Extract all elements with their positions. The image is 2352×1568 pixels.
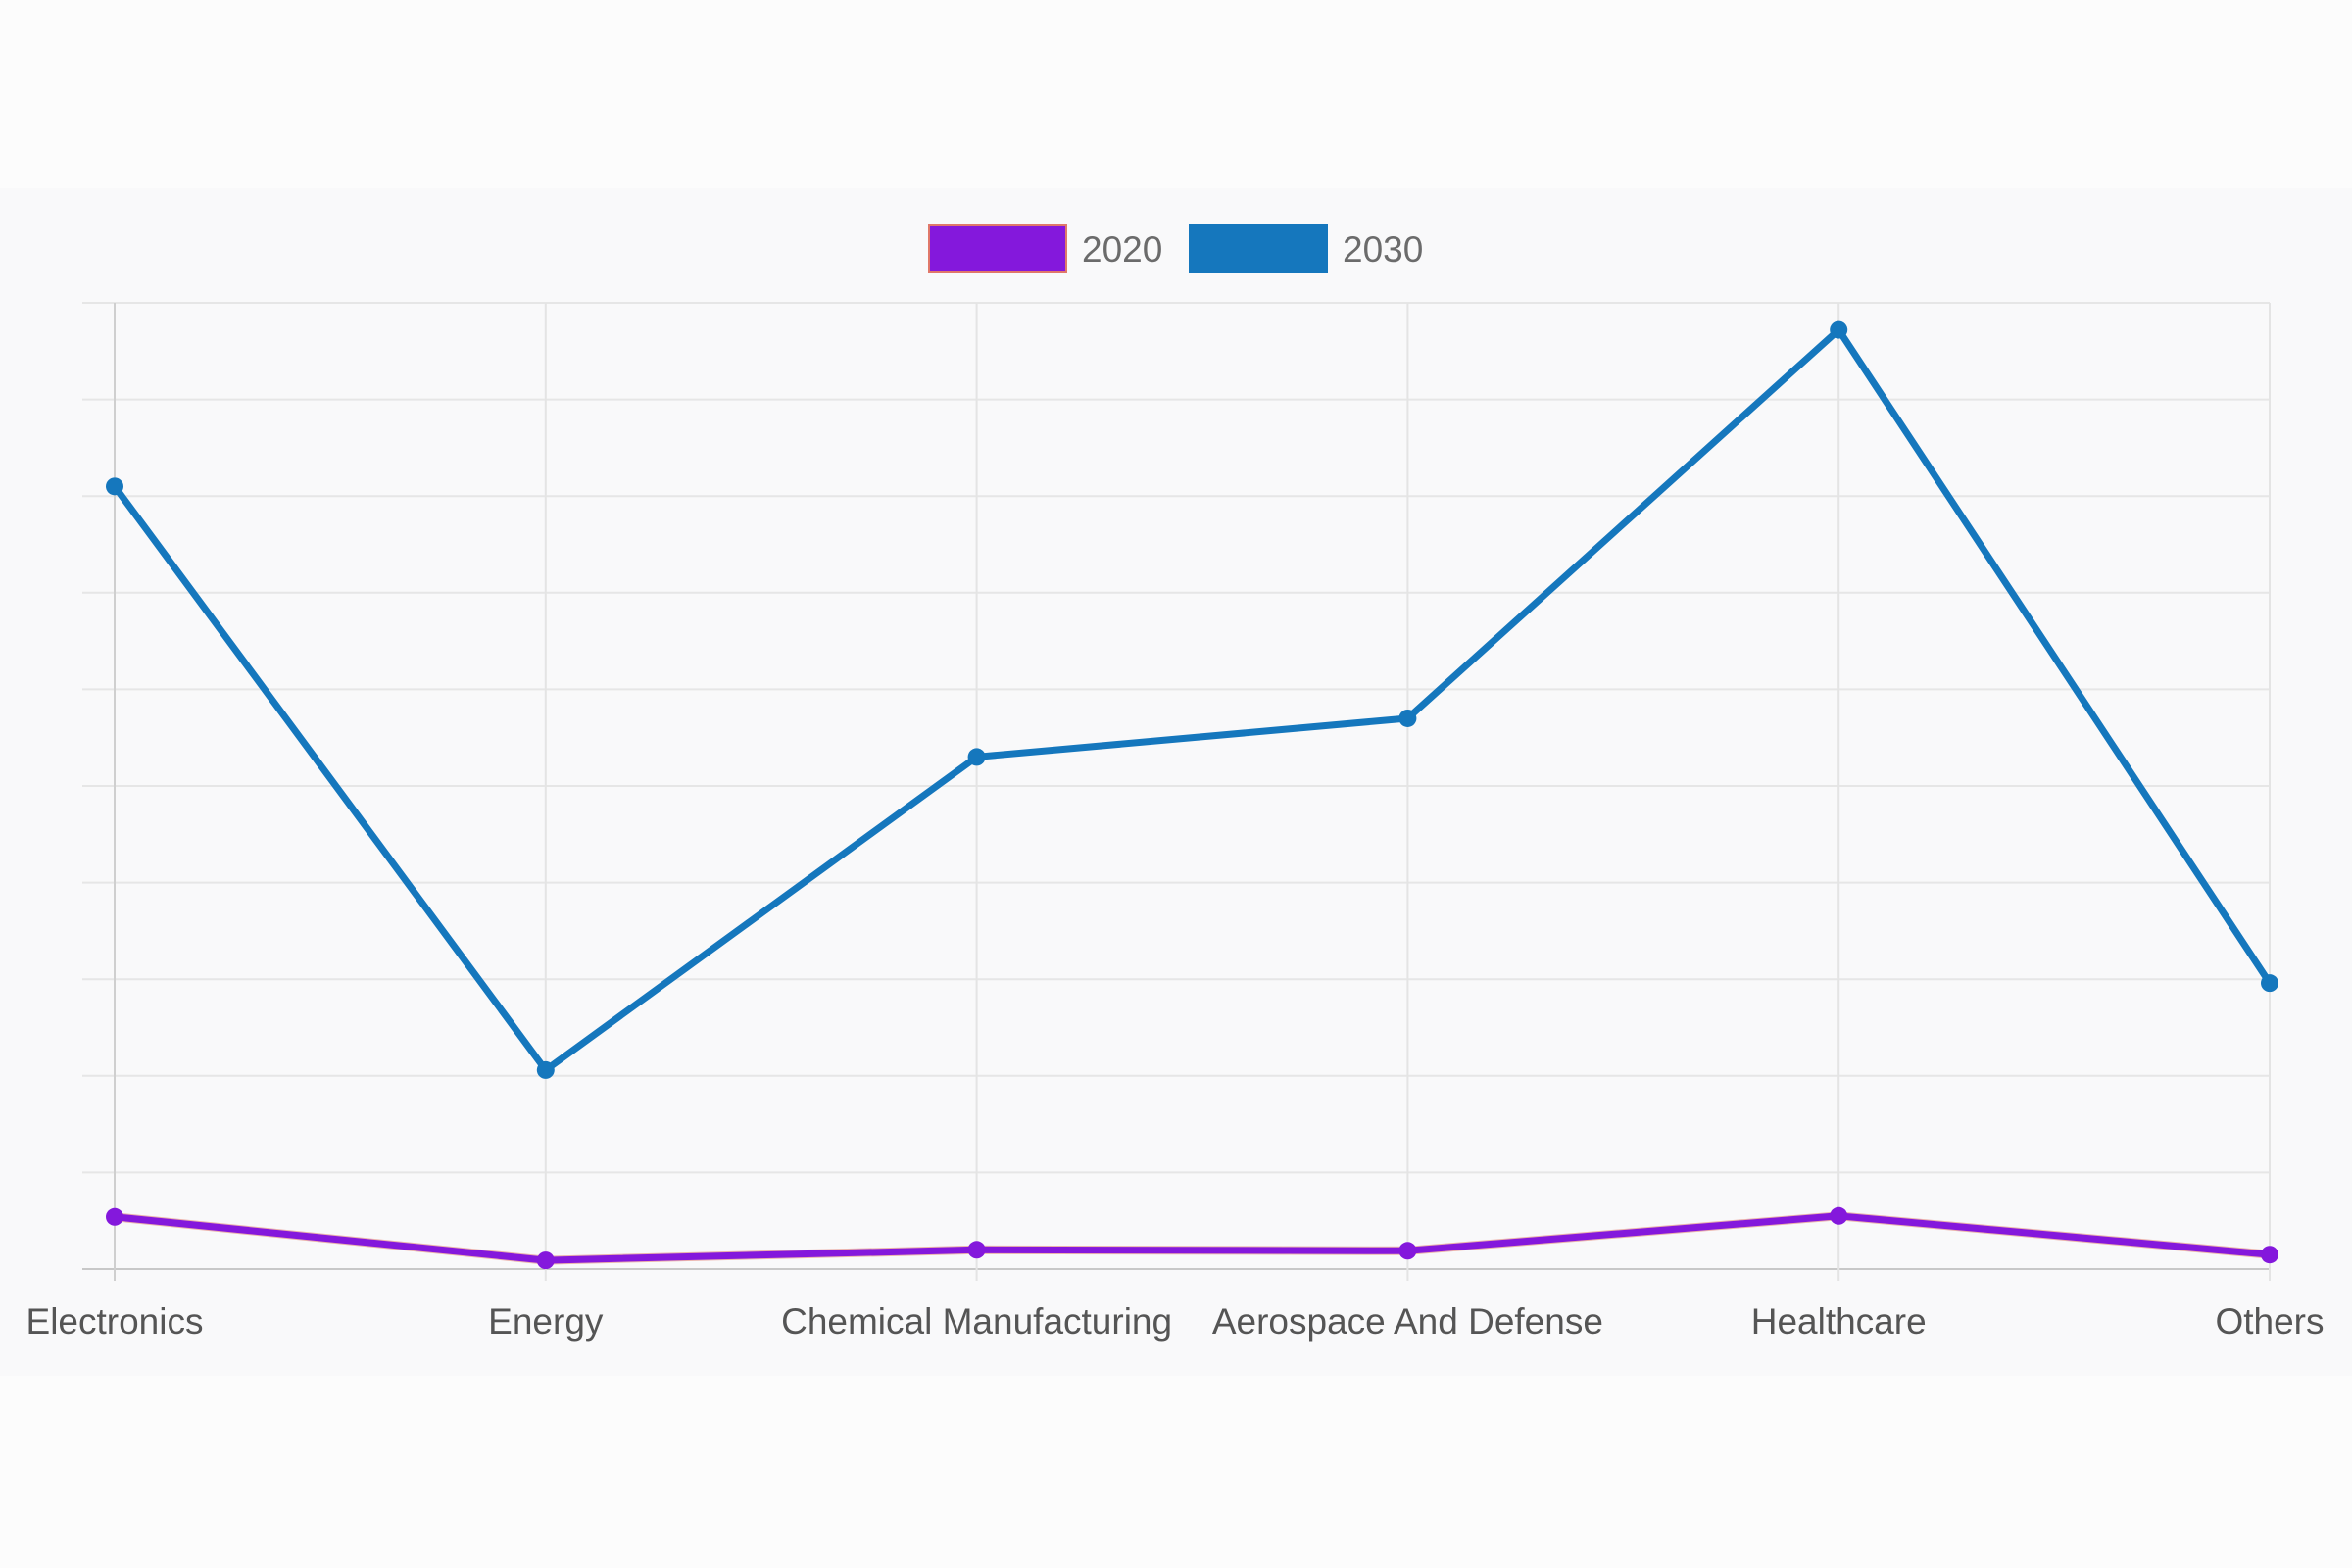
legend-swatch [1189,224,1328,273]
series-2020 [106,1206,2278,1270]
chart-grid [82,302,2271,1281]
data-point[interactable] [106,1207,123,1226]
data-point[interactable] [2261,974,2278,993]
legend-label: 2020 [1082,229,1162,270]
data-point[interactable] [967,1241,986,1259]
series-line [111,1212,2274,1264]
x-tick-label: Electronics [26,1301,204,1342]
legend-item-2020[interactable]: 2020 [928,224,1162,273]
legend-item-2030[interactable]: 2030 [1189,224,1423,273]
data-point[interactable] [2261,1246,2278,1264]
x-tick-label: Others [2215,1301,2324,1342]
data-point[interactable] [1830,1206,1848,1225]
legend: 2020 2030 [928,224,1423,273]
data-point[interactable] [1830,320,1848,339]
series-2030 [106,320,2278,1079]
chart-panel [0,188,2352,1376]
x-tick-label: Energy [488,1301,604,1342]
data-point[interactable] [536,1060,555,1079]
x-tick-label: Healthcare [1751,1301,1927,1342]
x-axis: Electronics Energy Chemical Manufacturing A… [26,1301,2325,1342]
legend-label: 2030 [1343,229,1423,270]
data-point[interactable] [1398,709,1417,727]
data-point[interactable] [967,748,986,766]
data-point[interactable] [1398,1242,1417,1260]
data-point[interactable] [536,1251,555,1270]
series-layer [106,320,2278,1270]
x-tick-label: Chemical Manufacturing [781,1301,1172,1342]
series-line [111,326,2274,1074]
data-point[interactable] [106,477,123,496]
x-tick-label: Aerospace And Defense [1212,1301,1603,1342]
legend-swatch [928,224,1067,273]
